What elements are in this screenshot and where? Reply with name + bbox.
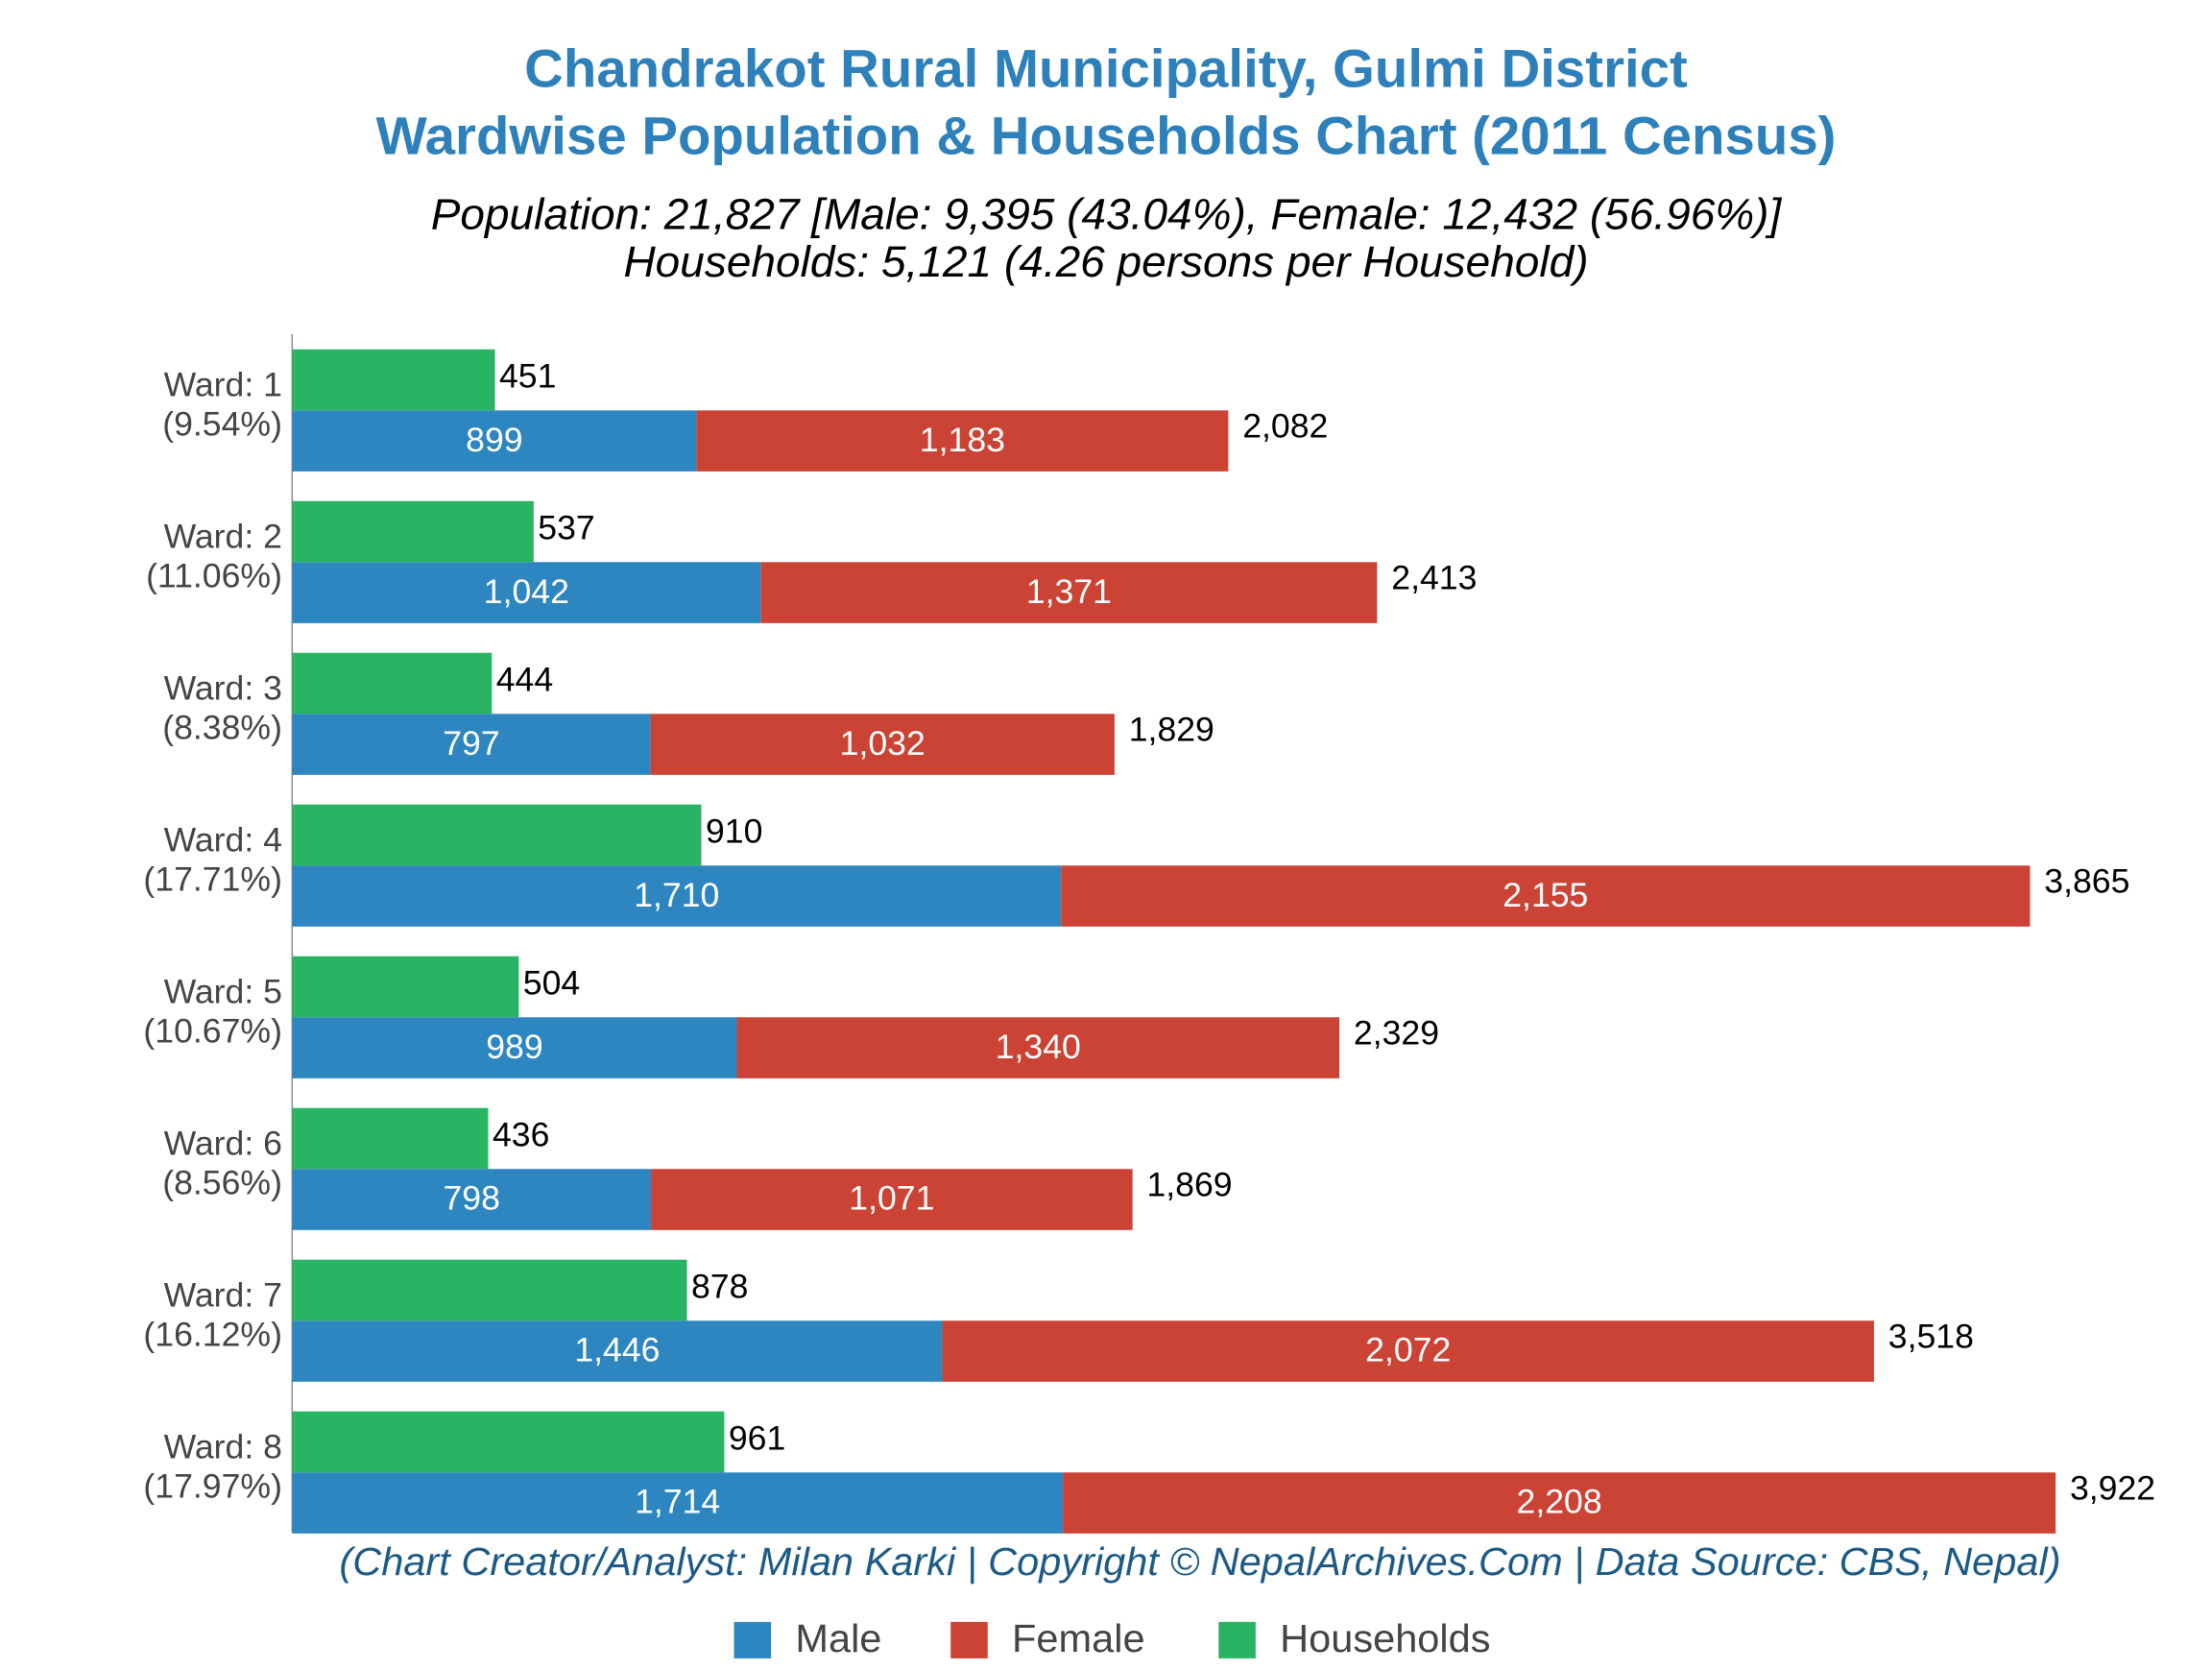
total-label: 1,829 (1129, 712, 1214, 749)
value-label: 798 (443, 1180, 499, 1218)
category-share: (16.12%) (143, 1317, 282, 1354)
bar-segment (292, 410, 697, 472)
value-label: 878 (691, 1269, 748, 1306)
category-share: (8.56%) (162, 1165, 282, 1202)
bar-segment (292, 562, 761, 623)
value-label: 1,714 (635, 1484, 720, 1521)
category-share: (9.54%) (162, 406, 282, 444)
total-label: 3,922 (2070, 1470, 2155, 1508)
bar-segment (292, 652, 493, 714)
footer: (Chart Creator/Analyst: Milan Karki | Co… (339, 1539, 2060, 1584)
legend-label: Male (795, 1616, 881, 1660)
category-label: Ward: 7 (164, 1277, 282, 1315)
bar-segment (292, 804, 702, 866)
value-label: 1,071 (849, 1180, 934, 1218)
value-label: 451 (499, 358, 556, 396)
value-label: 910 (706, 813, 762, 851)
bar-segment (292, 1411, 725, 1473)
bar-segment (292, 1107, 489, 1170)
value-label: 1,340 (996, 1029, 1081, 1066)
total-label: 1,869 (1146, 1167, 1232, 1204)
bar-segment (292, 865, 1062, 927)
chart-title: Wardwise Population & Households Chart (… (376, 106, 1837, 165)
value-label: 2,155 (1503, 877, 1588, 914)
chart-subtitle: Households: 5,121 (4.26 persons per Hous… (623, 237, 1588, 286)
value-label: 444 (496, 662, 553, 699)
value-label: 2,072 (1365, 1332, 1451, 1369)
category-label: Ward: 8 (164, 1429, 282, 1466)
category-share: (10.67%) (143, 1013, 282, 1051)
category-label: Ward: 4 (164, 822, 282, 860)
value-label: 899 (466, 422, 522, 459)
total-label: 3,865 (2044, 863, 2129, 901)
bar-segment (736, 1017, 1340, 1078)
bar-segment (292, 714, 651, 775)
bar-segment (292, 349, 495, 411)
bar-segment (1061, 865, 2031, 927)
chart-subtitle: Population: 21,827 [Male: 9,395 (43.04%)… (431, 190, 1783, 239)
value-label: 1,446 (574, 1332, 660, 1369)
bar-segment (760, 562, 1378, 623)
legend-label: Female (1012, 1616, 1145, 1660)
category-label: Ward: 6 (164, 1126, 282, 1163)
value-label: 1,371 (1026, 573, 1112, 611)
bar-segment (292, 500, 534, 563)
category-share: (11.06%) (146, 558, 282, 595)
value-label: 1,183 (920, 422, 1005, 459)
bar-segment (650, 714, 1115, 775)
total-label: 2,413 (1391, 560, 1477, 597)
legend-label: Households (1280, 1616, 1490, 1660)
value-label: 2,208 (1517, 1484, 1602, 1521)
category-share: (17.71%) (143, 861, 282, 899)
category-share: (17.97%) (143, 1468, 282, 1506)
total-label: 2,082 (1242, 408, 1328, 446)
chart-title: Chandrakot Rural Municipality, Gulmi Dis… (524, 38, 1688, 98)
bar-segment (696, 410, 1229, 472)
bar-segment (292, 1472, 1064, 1534)
category-label: Ward: 5 (164, 974, 282, 1011)
legend-swatch (950, 1621, 988, 1659)
legend-swatch (1218, 1621, 1256, 1659)
category-label: Ward: 3 (164, 670, 282, 708)
value-label: 1,710 (634, 877, 719, 914)
total-label: 2,329 (1354, 1015, 1439, 1053)
value-label: 961 (729, 1420, 785, 1458)
value-label: 537 (538, 510, 594, 547)
category-label: Ward: 1 (164, 367, 282, 404)
legend-swatch (733, 1621, 772, 1659)
category-share: (8.38%) (162, 710, 282, 747)
bar-segment (292, 956, 519, 1018)
bar-segment (292, 1259, 687, 1321)
bar-segment (292, 1169, 652, 1230)
bar-segment (1063, 1472, 2056, 1534)
value-label: 504 (523, 965, 580, 1003)
bar-segment (292, 1017, 737, 1078)
bar-segment (942, 1320, 1874, 1382)
value-label: 1,032 (840, 725, 926, 763)
bar-segment (292, 1320, 943, 1382)
bar-segment (651, 1169, 1133, 1230)
value-label: 1,042 (484, 573, 569, 611)
total-label: 3,518 (1888, 1319, 1974, 1356)
value-label: 436 (493, 1117, 549, 1154)
value-label: 989 (486, 1029, 542, 1066)
category-label: Ward: 2 (164, 519, 282, 556)
value-label: 797 (443, 725, 499, 763)
